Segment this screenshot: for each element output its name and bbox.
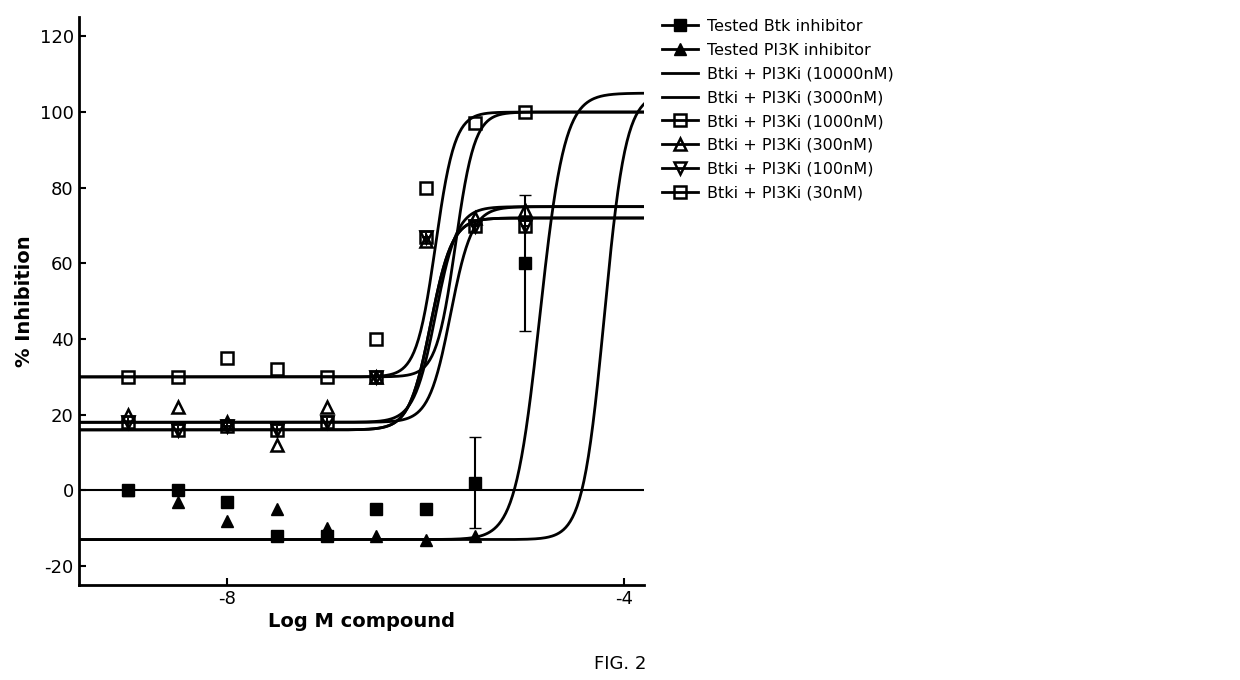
Text: FIG. 2: FIG. 2 — [594, 656, 646, 673]
Legend: Tested Btk inhibitor, Tested PI3K inhibitor, Btki + PI3Ki (10000nM), Btki + PI3K: Tested Btk inhibitor, Tested PI3K inhibi… — [657, 14, 899, 205]
X-axis label: Log M compound: Log M compound — [268, 612, 455, 631]
Y-axis label: % Inhibition: % Inhibition — [15, 235, 33, 367]
